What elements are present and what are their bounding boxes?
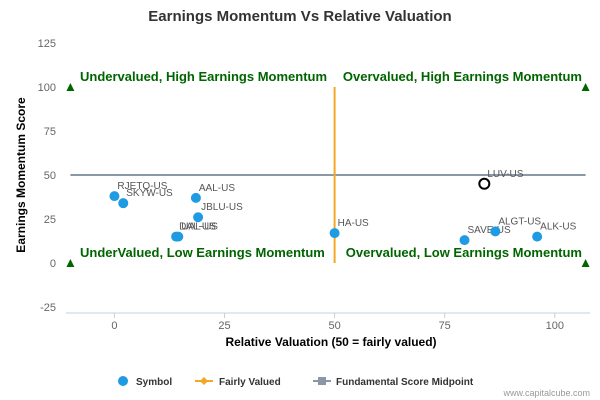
data-point[interactable] — [118, 198, 129, 209]
legend-item-midpoint[interactable]: Fundamental Score Midpoint — [313, 377, 474, 388]
data-point-highlighted[interactable] — [478, 177, 491, 190]
data-point[interactable] — [173, 231, 184, 242]
plot-area: 0 25 50 75 100 -25 0 25 50 75 100 125 Undervalued,… — [38, 38, 590, 332]
data-point-label: DAL-US — [179, 222, 216, 233]
legend-fairly-valued-label: Fairly Valued — [219, 377, 281, 388]
quadrant-label-top-right: Overvalued, High Earnings Momentum — [343, 69, 582, 84]
data-point-label: SKYW-US — [126, 188, 173, 199]
quadrant-markers — [66, 83, 590, 267]
x-tick-label: 100 — [546, 320, 564, 332]
data-point[interactable] — [532, 231, 543, 242]
legend-symbol-label: Symbol — [136, 377, 172, 388]
data-point-label: ALGT-US — [498, 216, 541, 227]
quadrant-labels: Undervalued, High Earnings Momentum Over… — [80, 69, 582, 260]
legend-item-symbol[interactable]: Symbol — [118, 376, 172, 388]
data-point[interactable] — [193, 212, 204, 223]
data-point-label: AAL-US — [199, 183, 235, 194]
quadrant-triangle-marker — [581, 259, 590, 267]
data-point-label: SAVE-US — [468, 225, 511, 236]
chart-title: Earnings Momentum Vs Relative Valuation — [148, 8, 451, 25]
data-point-label: UAL-US — [181, 222, 218, 233]
x-tick-label: 50 — [328, 320, 340, 332]
quadrant-triangle-marker — [66, 259, 75, 267]
data-point[interactable] — [329, 228, 340, 239]
data-point[interactable] — [190, 192, 201, 203]
legend: Symbol Fairly Valued Fundamental Score M… — [118, 376, 474, 388]
data-point[interactable] — [109, 191, 120, 202]
x-tick-label: 0 — [111, 320, 117, 332]
data-point[interactable] — [459, 235, 470, 246]
quadrant-triangle-marker — [581, 83, 590, 91]
x-axis-title: Relative Valuation (50 = fairly valued) — [225, 335, 436, 349]
quadrant-label-top-left: Undervalued, High Earnings Momentum — [80, 69, 327, 84]
y-axis-title: Earnings Momentum Score — [14, 97, 28, 253]
quadrant-label-bottom-left: UnderValued, Low Earnings Momentum — [80, 245, 325, 260]
x-tick-label: 25 — [218, 320, 230, 332]
data-point-label: RJETQ-US — [117, 181, 167, 192]
legend-item-fairly-valued[interactable]: Fairly Valued — [195, 377, 281, 388]
y-tick-label: 50 — [44, 170, 56, 182]
data-point[interactable] — [490, 226, 501, 237]
legend-diamond-icon — [200, 377, 208, 385]
data-point-label: LUV-US — [487, 169, 523, 180]
y-ticks: -25 0 25 50 75 100 125 — [38, 38, 56, 314]
legend-midpoint-label: Fundamental Score Midpoint — [336, 377, 474, 388]
legend-square-icon — [318, 377, 326, 385]
data-point-label: JBLU-US — [201, 202, 243, 213]
data-point-label: ALK-US — [540, 222, 576, 233]
y-tick-label: 25 — [44, 214, 56, 226]
quadrant-triangle-marker — [66, 83, 75, 91]
legend-symbol-marker — [118, 376, 128, 386]
data-point-label: HA-US — [338, 218, 369, 229]
y-tick-label: 0 — [50, 258, 56, 270]
y-tick-label: 125 — [38, 38, 56, 50]
quadrant-label-bottom-right: Overvalued, Low Earnings Momentum — [346, 245, 582, 260]
y-tick-label: 100 — [38, 82, 56, 94]
y-tick-label: 75 — [44, 126, 56, 138]
x-tick-label: 75 — [439, 320, 451, 332]
credit-text: www.capitalcube.com — [502, 388, 590, 398]
x-ticks: 0 25 50 75 100 — [111, 313, 564, 332]
y-tick-label: -25 — [40, 302, 56, 314]
